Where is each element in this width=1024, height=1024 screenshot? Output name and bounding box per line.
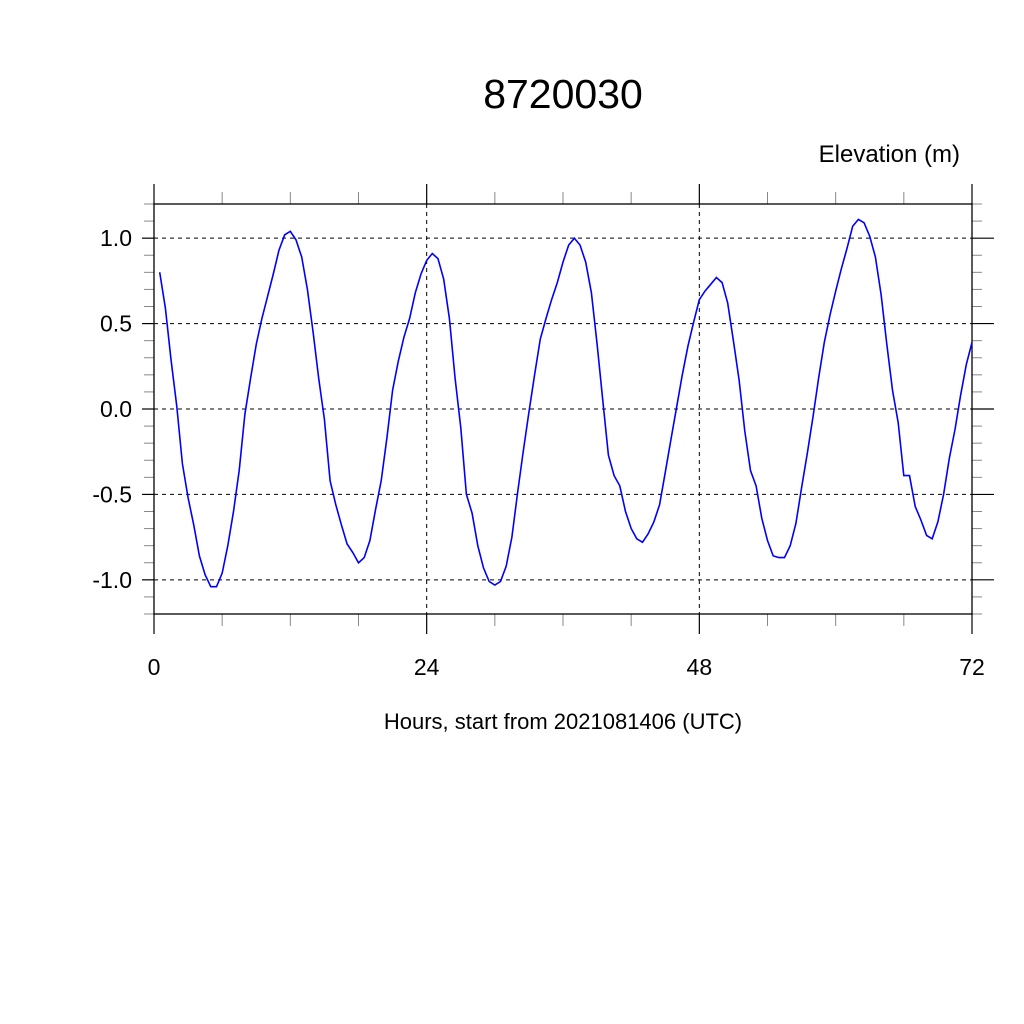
x-tick-label: 48: [687, 654, 713, 680]
x-tick-label: 0: [148, 654, 161, 680]
axis-ticks: [142, 184, 994, 634]
y-tick-label: 0.0: [100, 396, 132, 422]
chart-title: 8720030: [483, 71, 643, 117]
plot-frame: [153, 203, 973, 615]
y-tick-label: 0.5: [100, 311, 132, 337]
series-line-elevation: [158, 218, 973, 588]
y-tick-label: 1.0: [100, 225, 132, 251]
y-axis-label: Elevation (m): [819, 141, 960, 168]
y-tick-label: -1.0: [92, 567, 132, 593]
y-tick-label: -0.5: [92, 481, 132, 507]
x-tick-label: 72: [959, 654, 985, 680]
grid-lines: [154, 204, 972, 614]
tick-labels: -1.0 -0.5 0.0 0.5 1.0 0 24 48 72: [92, 225, 984, 680]
x-axis-label: Hours, start from 2021081406 (UTC): [384, 709, 742, 734]
x-tick-label: 24: [414, 654, 440, 680]
